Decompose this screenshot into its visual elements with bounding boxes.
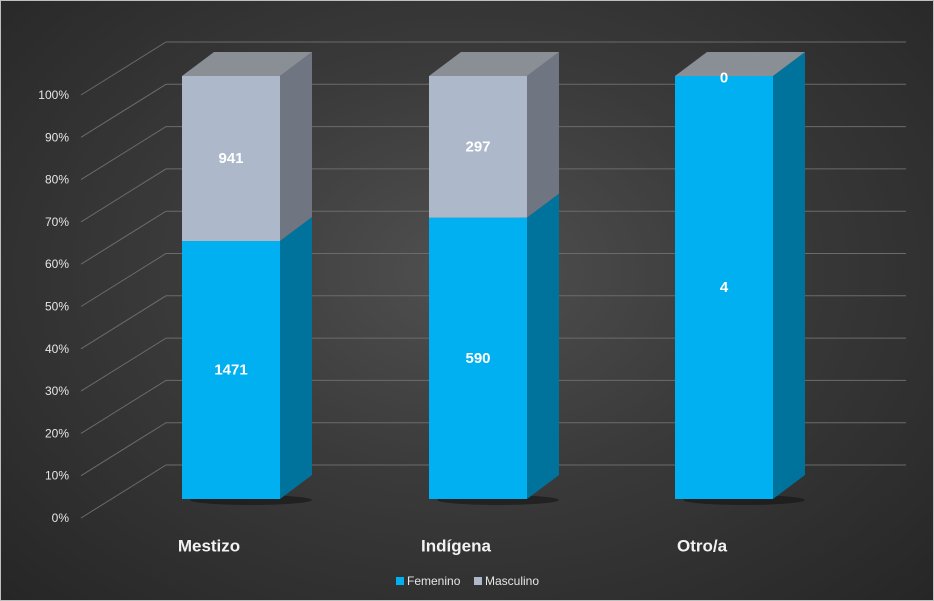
y-tick-label: 40% bbox=[45, 342, 69, 356]
bar-femenino-side bbox=[280, 217, 312, 499]
bar-femenino-front bbox=[429, 217, 527, 499]
y-tick-label: 30% bbox=[45, 384, 69, 398]
data-label: 0 bbox=[720, 70, 728, 87]
legend-swatch bbox=[396, 577, 404, 585]
category-label: Otro/a bbox=[677, 537, 728, 556]
data-label: 297 bbox=[465, 138, 490, 155]
gridline bbox=[80, 295, 906, 350]
data-label: 4 bbox=[720, 279, 729, 296]
legend-swatch bbox=[474, 577, 482, 585]
y-tick-label: 10% bbox=[45, 469, 69, 483]
bar-masculino-front bbox=[429, 76, 527, 218]
gridline bbox=[80, 464, 906, 519]
y-tick-label: 100% bbox=[38, 88, 69, 102]
bar-masculino-side bbox=[527, 52, 559, 218]
legend-label: Femenino bbox=[407, 574, 461, 588]
bar-masculino-side bbox=[280, 52, 312, 242]
data-label: 590 bbox=[465, 350, 490, 367]
gridline bbox=[80, 422, 906, 477]
gridline bbox=[80, 210, 906, 265]
y-tick-label: 80% bbox=[45, 173, 69, 187]
y-tick-label: 90% bbox=[45, 130, 69, 144]
gridline bbox=[80, 379, 906, 434]
gridline bbox=[80, 126, 906, 181]
gridline bbox=[80, 83, 906, 138]
data-label: 941 bbox=[218, 150, 243, 167]
bar-femenino-front bbox=[675, 76, 773, 499]
gridline bbox=[80, 168, 906, 223]
bar-femenino-side bbox=[527, 193, 559, 499]
bar-femenino-front bbox=[182, 241, 280, 499]
category-label: Mestizo bbox=[178, 537, 240, 556]
y-tick-label: 70% bbox=[45, 215, 69, 229]
legend-label: Masculino bbox=[485, 574, 539, 588]
bar-top-face bbox=[429, 52, 559, 76]
category-label: Indígena bbox=[421, 537, 491, 556]
data-label: 1471 bbox=[214, 362, 247, 379]
bar-top-face bbox=[675, 52, 805, 76]
y-tick-label: 20% bbox=[45, 426, 69, 440]
bar-top-face bbox=[182, 52, 312, 76]
y-tick-label: 0% bbox=[52, 511, 70, 525]
bar-femenino-side bbox=[773, 52, 805, 499]
gridline bbox=[80, 41, 906, 96]
gridline bbox=[80, 253, 906, 307]
y-tick-label: 60% bbox=[45, 257, 69, 271]
bar-masculino-front bbox=[182, 76, 280, 242]
y-tick-label: 50% bbox=[45, 300, 69, 314]
gridline bbox=[80, 337, 906, 392]
